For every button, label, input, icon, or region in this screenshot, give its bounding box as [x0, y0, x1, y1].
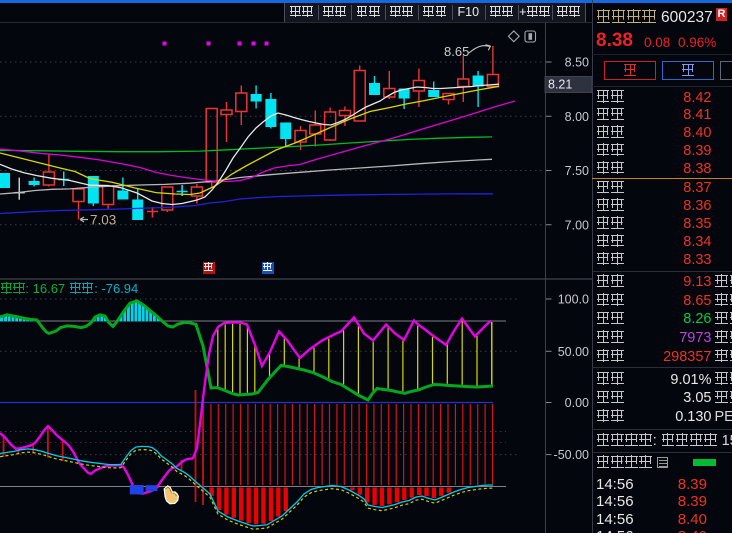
svg-text:8.21: 8.21 — [548, 78, 572, 92]
svg-text:7.50: 7.50 — [565, 164, 589, 178]
svg-text:7.00: 7.00 — [565, 218, 589, 232]
svg-text:0.00: 0.00 — [565, 396, 589, 410]
svg-text:8.65: 8.65 — [444, 44, 469, 59]
svg-text:50.00: 50.00 — [558, 345, 589, 359]
svg-text:-50.00: -50.00 — [554, 448, 589, 462]
svg-text:8.50: 8.50 — [565, 56, 589, 70]
svg-text:7.03: 7.03 — [90, 213, 116, 228]
svg-text:8.00: 8.00 — [565, 110, 589, 124]
svg-text:100.0: 100.0 — [558, 293, 589, 307]
